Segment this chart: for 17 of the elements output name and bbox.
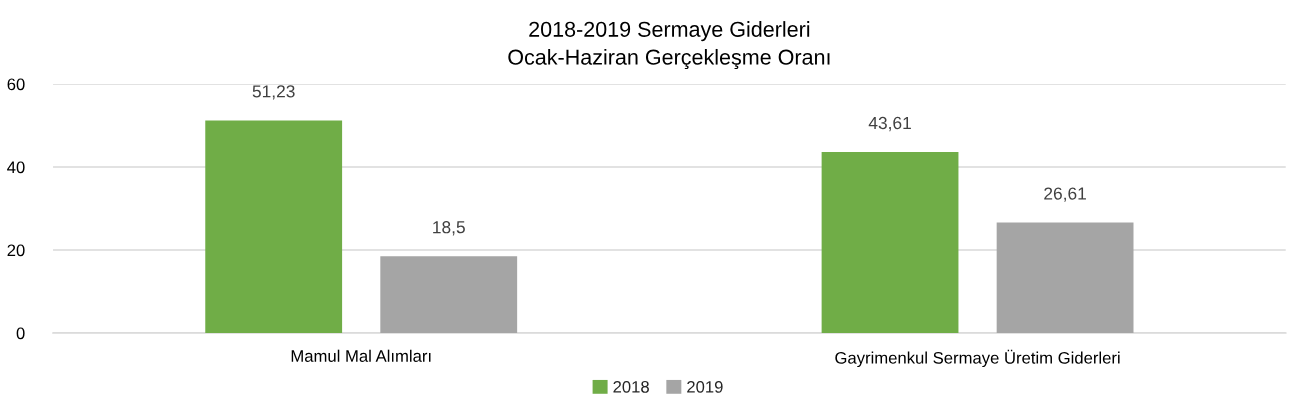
- x-tick-label: Mamul Mal Alımları: [291, 349, 431, 362]
- y-tick-label: 40: [7, 161, 25, 174]
- data-label: 43,61: [868, 116, 911, 132]
- y-tick-label: 60: [7, 78, 25, 91]
- bar: [380, 256, 518, 334]
- legend-label: 2019: [687, 380, 723, 393]
- y-tick-label: 20: [7, 244, 25, 257]
- data-label: 51,23: [252, 85, 295, 100]
- x-tick-label: Gayrimenkul Sermaye Üretim Giderleri: [835, 349, 1120, 368]
- bar: [996, 222, 1134, 334]
- chart-title: 2018-2019 Sermaye Giderleri Ocak-Haziran Gerçekleşme Oranı: [508, 21, 830, 70]
- legend-label: 2018: [613, 380, 649, 393]
- bar: [821, 152, 959, 334]
- data-label: 18,5: [433, 221, 465, 236]
- data-label: 26,61: [1044, 187, 1086, 202]
- bar: [205, 120, 343, 334]
- y-tick-label: 0: [16, 327, 25, 340]
